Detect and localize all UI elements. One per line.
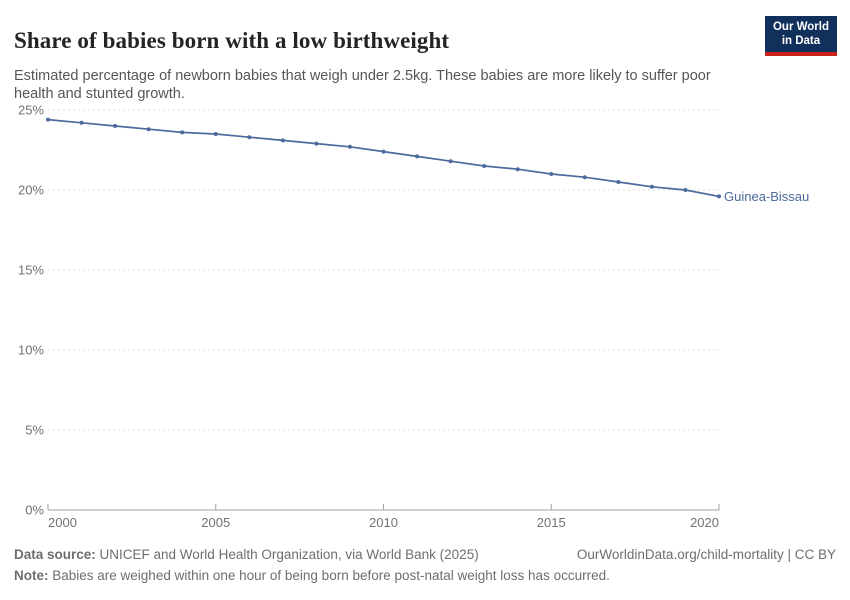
data-point (717, 194, 721, 199)
data-point (247, 135, 252, 140)
owid-logo: Our World in Data (764, 16, 837, 56)
x-tick-label: 2015 (537, 515, 566, 530)
note-text: Babies are weighed within one hour of be… (48, 568, 610, 583)
x-tick-label: 2000 (48, 515, 77, 530)
data-point (213, 132, 218, 136)
data-point (582, 175, 587, 180)
data-point (46, 117, 50, 122)
page-title: Share of babies born with a low birthwei… (14, 28, 450, 54)
note-label: Note: (14, 568, 49, 583)
data-point (113, 124, 118, 128)
data-point (616, 180, 621, 184)
y-tick-label: 25% (18, 103, 44, 118)
chart-svg: 0% 5% 10% 15% 20% 25% 2000 2005 2010 2015 2020 (18, 103, 721, 530)
datasource-label: Data source: (14, 547, 96, 562)
data-point (180, 130, 185, 135)
owid-logo-line1: Our World (772, 21, 829, 33)
data-point (683, 188, 688, 192)
data-point (549, 172, 554, 176)
data-point (482, 164, 487, 168)
data-point (146, 127, 151, 132)
data-point (415, 154, 420, 159)
data-point (314, 141, 319, 146)
entity-label: Guinea-Bissau (724, 188, 810, 204)
y-tick-label: 0% (25, 503, 44, 518)
note-line: Note: Babies are weighed within one hour… (14, 568, 610, 583)
data-point (79, 120, 84, 125)
x-tick-label: 2010 (369, 515, 398, 530)
data-point (280, 138, 285, 143)
datasource-text: UNICEF and World Health Organization, vi… (95, 547, 479, 562)
x-tick-label: 2020 (690, 515, 719, 530)
data-point (347, 144, 352, 149)
y-tick-label: 15% (18, 263, 44, 278)
y-tick-label: 10% (18, 343, 44, 358)
chart-subtitle: Estimated percentage of newborn babies t… (14, 67, 711, 103)
y-tick-label: 5% (25, 423, 44, 438)
license-link: OurWorldinData.org/child-mortality | CC … (576, 547, 836, 562)
data-point (515, 167, 520, 172)
data-point (381, 149, 386, 154)
datasource-line: Data source: UNICEF and World Health Org… (14, 547, 479, 562)
x-tick-label: 2005 (201, 515, 230, 530)
data-point (649, 184, 654, 189)
data-point (448, 159, 453, 164)
owid-logo-line2: in Data (781, 34, 821, 47)
y-tick-label: 20% (18, 183, 44, 198)
